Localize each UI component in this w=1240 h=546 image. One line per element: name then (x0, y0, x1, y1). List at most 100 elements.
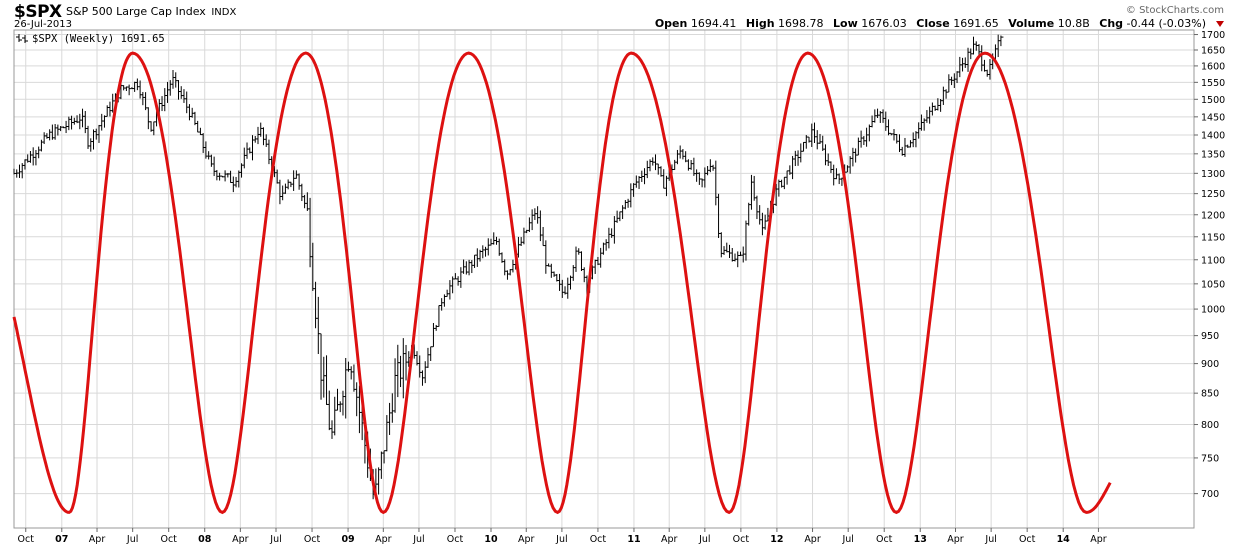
price-bar (29, 151, 33, 163)
price-bar (803, 141, 807, 152)
price-bar (940, 98, 944, 112)
price-bar (822, 135, 826, 151)
price-bar (306, 192, 310, 211)
price-bar (210, 154, 214, 167)
price-bar (542, 227, 546, 247)
price-bar (937, 98, 941, 111)
price-bar (679, 145, 683, 159)
price-bar (860, 130, 864, 148)
price-bar (591, 265, 595, 280)
price-bar (199, 127, 203, 136)
x-tick-label: 11 (627, 534, 640, 545)
x-tick-label: 12 (770, 534, 783, 545)
price-bar (18, 164, 22, 178)
price-bar (718, 193, 722, 238)
price-bar (877, 108, 881, 119)
price-bar (871, 115, 875, 128)
x-tick-label: Oct (1019, 534, 1036, 545)
price-bar (594, 259, 598, 274)
price-bar (638, 176, 642, 190)
y-tick-label: 1550 (1201, 78, 1225, 89)
price-bar (260, 122, 264, 137)
price-bar (929, 106, 933, 124)
price-bar (279, 179, 283, 205)
price-bar (320, 333, 324, 400)
price-bar (180, 86, 184, 99)
price-bar (109, 101, 113, 117)
price-bar (504, 259, 508, 276)
price-bar (419, 355, 423, 378)
price-bar (548, 263, 552, 267)
price-bar (471, 260, 475, 274)
price-bar (723, 246, 727, 255)
y-tick-label: 1650 (1201, 45, 1225, 56)
description-text: S&P 500 Large Cap Index (66, 5, 206, 18)
price-bar (805, 135, 809, 149)
price-bar (792, 155, 796, 180)
price-bar (380, 451, 384, 479)
price-bar (734, 253, 738, 262)
price-bar (556, 274, 560, 282)
price-bar (912, 132, 916, 148)
price-bar (942, 86, 946, 105)
price-bar (391, 393, 395, 423)
chg-label: Chg (1099, 17, 1124, 30)
price-bar (421, 370, 425, 386)
price-bar (534, 208, 538, 221)
price-bar (65, 120, 69, 134)
price-bar (926, 110, 930, 123)
price-bar (323, 356, 327, 398)
price-bar (284, 183, 288, 194)
price-bar (40, 139, 44, 152)
price-bar (904, 137, 908, 157)
price-bar (523, 227, 527, 245)
price-bar (495, 236, 499, 245)
price-bar (824, 144, 828, 166)
price-bar (402, 338, 406, 399)
price-bar (295, 170, 299, 179)
price-bar (197, 120, 201, 133)
price-bar (432, 323, 436, 347)
price-bar (797, 150, 801, 166)
price-bar (885, 111, 889, 131)
price-bar (715, 160, 719, 206)
price-bar (358, 385, 362, 434)
price-bar (775, 183, 779, 206)
price-bar (446, 289, 450, 297)
price-bar (748, 202, 752, 226)
price-bar (907, 144, 911, 148)
x-tick-label: Apr (661, 534, 678, 545)
price-bar (863, 136, 867, 146)
price-bars (13, 34, 1004, 500)
price-bar (707, 166, 711, 176)
price-bar (87, 125, 91, 149)
price-bar (35, 150, 39, 166)
price-bar (737, 251, 741, 268)
price-bar (545, 240, 549, 274)
y-tick-label: 1350 (1201, 149, 1225, 160)
x-tick-label: Apr (1090, 534, 1107, 545)
price-bar (726, 242, 730, 253)
price-bar (172, 70, 176, 89)
price-bar (400, 355, 404, 388)
price-bar (811, 123, 815, 147)
price-bar (712, 164, 716, 171)
price-bar (920, 114, 924, 131)
x-tick-label: Oct (18, 534, 35, 545)
price-bar (334, 396, 338, 436)
price-bar (857, 137, 861, 156)
price-bar (849, 156, 853, 174)
price-bar (224, 170, 228, 182)
price-bar (188, 104, 192, 121)
price-bar (501, 252, 505, 263)
price-bar (309, 197, 313, 268)
chart-legend: $SPX (Weekly) 1691.65 (16, 33, 165, 45)
price-bar (660, 166, 664, 177)
price-bar (698, 172, 702, 185)
price-bar (750, 174, 754, 210)
price-bar (347, 361, 351, 372)
price-bar (512, 259, 516, 273)
price-bar (731, 248, 735, 262)
price-bar (959, 56, 963, 78)
price-bar (315, 281, 319, 329)
